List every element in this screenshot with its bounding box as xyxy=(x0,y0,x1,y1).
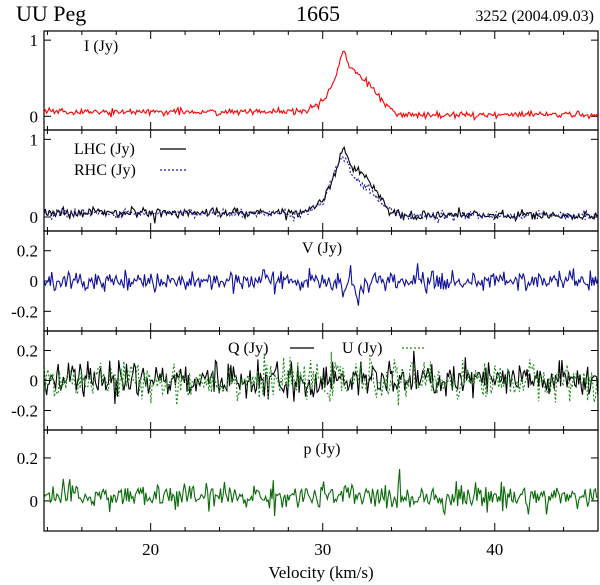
y-tick-label: 0.2 xyxy=(17,449,38,468)
panel-V: 0.2 0 -0.2 V (Jy) xyxy=(11,230,599,332)
y-tick-label: 0 xyxy=(30,492,39,511)
chart-title-observation: 3252 (2004.09.03) xyxy=(475,8,594,25)
panel-frame xyxy=(43,429,599,532)
legend-label: U (Jy) xyxy=(342,340,382,357)
panel-LR: 0 1 LHC (Jy) RHC (Jy) xyxy=(30,129,599,232)
y-tick-label: 1 xyxy=(30,31,39,50)
chart-title-source: UU Peg xyxy=(16,1,86,26)
panel-label-I: I (Jy) xyxy=(84,38,118,55)
panel-frame xyxy=(43,30,599,131)
series-line-p xyxy=(43,468,599,517)
series-line-rhc xyxy=(43,155,599,224)
panel-label-p: p (Jy) xyxy=(304,441,341,458)
series-line-q xyxy=(43,350,599,405)
legend-label: LHC (Jy) xyxy=(74,141,135,158)
y-tick-label: 1 xyxy=(30,130,39,149)
y-tick-label: 0.2 xyxy=(17,342,38,361)
y-tick-label: -0.2 xyxy=(11,402,38,421)
y-tick-label: 0 xyxy=(30,272,39,291)
series-line-lhc xyxy=(43,146,599,224)
x-tick-label: 20 xyxy=(142,540,159,559)
y-tick-label: -0.2 xyxy=(11,302,38,321)
x-tick-label: 40 xyxy=(486,540,503,559)
y-tick-label: 0.2 xyxy=(17,242,38,261)
series-line-u xyxy=(43,351,599,406)
panel-label-V: V (Jy) xyxy=(302,240,342,257)
panel-I: 0 1 I (Jy) xyxy=(30,30,599,131)
panel-QU: 0.2 0 -0.2 Q (Jy) U (Jy) xyxy=(11,330,599,431)
y-tick-label: 0 xyxy=(30,107,39,126)
series-line-i xyxy=(43,50,599,122)
y-tick-label: 0 xyxy=(30,208,39,227)
chart-title-frequency: 1665 xyxy=(296,1,340,26)
x-tick-label: 30 xyxy=(314,540,331,559)
legend-label: Q (Jy) xyxy=(228,340,268,357)
series-line-v xyxy=(43,263,599,306)
panel-p: 0.2 0 p (Jy) 20 30 40 xyxy=(17,429,599,559)
x-axis-label: Velocity (km/s) xyxy=(268,563,373,582)
legend-label: RHC (Jy) xyxy=(74,162,136,179)
y-tick-label: 0 xyxy=(30,372,39,391)
